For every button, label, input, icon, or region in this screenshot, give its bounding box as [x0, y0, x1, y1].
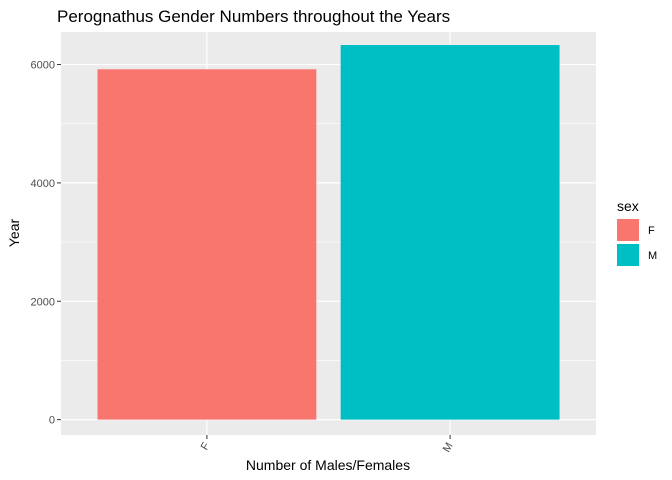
legend-label: M	[648, 250, 657, 262]
y-axis: 0 2000 4000 6000	[31, 60, 61, 427]
y-tick-label: 4000	[31, 178, 55, 190]
bar-f	[97, 69, 317, 420]
y-tick-label: 0	[49, 415, 55, 427]
bars	[97, 45, 560, 420]
bar-m	[340, 45, 560, 420]
y-tick-label: 6000	[31, 60, 55, 72]
legend-key-f	[617, 219, 639, 241]
x-tick-label: F	[199, 440, 213, 452]
legend-label: F	[648, 225, 655, 237]
y-axis-title: Year	[6, 219, 22, 248]
y-tick-label: 2000	[31, 296, 55, 308]
chart-title: Perognathus Gender Numbers throughout th…	[57, 7, 450, 26]
legend-key-m	[617, 244, 639, 266]
legend: sex F M	[617, 198, 657, 266]
legend-title: sex	[617, 198, 639, 214]
x-axis-title: Number of Males/Females	[246, 457, 410, 473]
x-tick-label: M	[441, 441, 456, 455]
